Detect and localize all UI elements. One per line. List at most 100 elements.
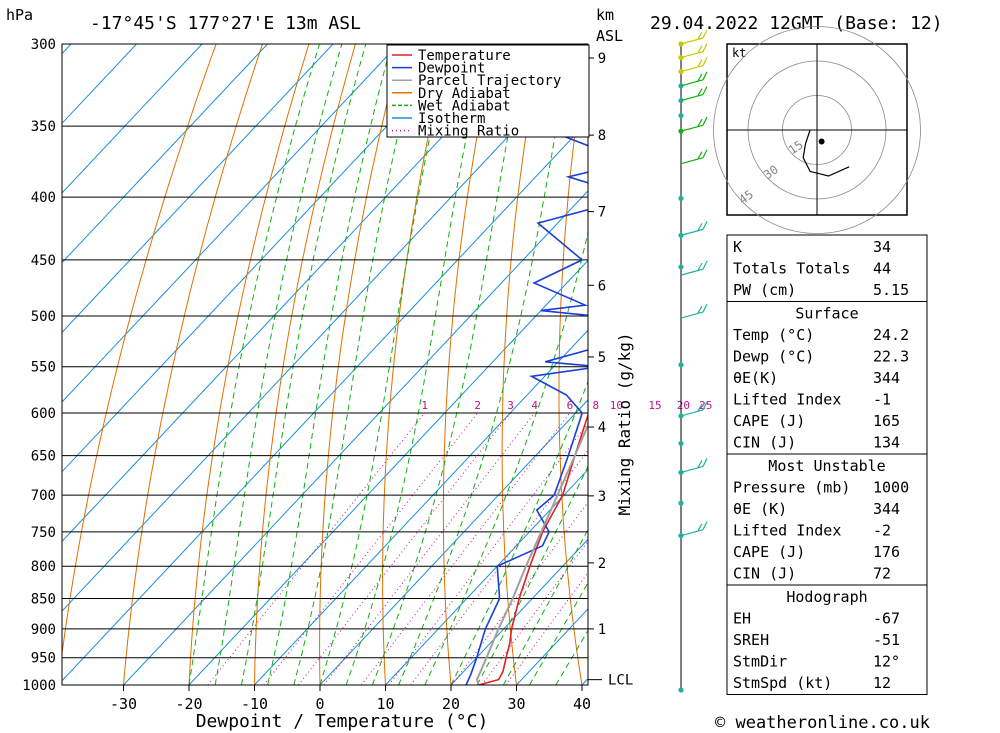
indices-table-row-value: 5.15 <box>873 281 909 299</box>
wind-level-dot <box>678 54 684 61</box>
hodograph-table-row-label: StmDir <box>733 653 787 671</box>
hodograph-unit: kt <box>732 46 746 60</box>
pressure-tick-label: 500 <box>31 309 56 325</box>
hodograph-table-row-label: StmSpd (kt) <box>733 674 832 692</box>
pressure-tick-label: 1000 <box>22 678 56 694</box>
wet-adiabat-line <box>476 465 588 685</box>
height-unit-label: km <box>596 6 614 24</box>
wind-barb <box>680 401 708 417</box>
isotherm-line <box>123 190 588 685</box>
isotherm-line <box>62 44 465 473</box>
profile-series <box>465 84 588 685</box>
surface-table-title: Surface <box>795 305 858 323</box>
x-tick-label: -10 <box>241 695 268 713</box>
mixing-ratio-line <box>263 412 479 685</box>
wind-barb <box>680 86 708 102</box>
hodograph-table-row-label: SREH <box>733 631 769 649</box>
height-unit-asl-label: ASL <box>596 27 623 45</box>
mixing-ratio-label: 8 <box>592 399 599 412</box>
mixing-ratio-label: 6 <box>567 399 574 412</box>
most-unstable-table-row-label: CIN (J) <box>733 565 796 583</box>
wind-level-dot <box>678 195 684 201</box>
x-tick-label: -20 <box>175 695 202 713</box>
height-tick-label: 5 <box>598 350 606 366</box>
surface-table-row-value: 165 <box>873 412 900 430</box>
wind-barb <box>680 116 708 132</box>
mixing-ratio-label: 1 <box>421 399 428 412</box>
dry-adiabat-line <box>188 44 310 685</box>
dry-adiabat-line <box>319 44 403 685</box>
dry-adiabat-line <box>959 44 1000 685</box>
wind-barb <box>680 221 708 236</box>
pressure-tick-label: 350 <box>31 119 56 135</box>
x-tick-label: 0 <box>315 695 324 713</box>
surface-table-row-label: CAPE (J) <box>733 412 805 430</box>
height-tick-label: 8 <box>598 128 606 144</box>
x-axis-label: Dewpoint / Temperature (°C) <box>196 711 489 732</box>
x-tick-label: 20 <box>442 695 460 713</box>
dry-adiabat-line <box>382 44 449 685</box>
isotherm-line <box>319 399 588 685</box>
isotherm-line <box>62 50 588 612</box>
wind-level-dot <box>678 687 684 693</box>
most-unstable-table-row-label: Lifted Index <box>733 522 841 540</box>
indices-table-row-label: PW (cm) <box>733 281 796 299</box>
hodograph-storm-marker <box>818 138 825 145</box>
series-line-dewpoint <box>465 84 588 685</box>
series-line-parcel-trajectory <box>475 422 588 685</box>
x-tick-label: 40 <box>573 695 591 713</box>
pressure-tick-label: 950 <box>31 651 56 667</box>
x-tick-label: 10 <box>376 695 394 713</box>
isotherm-line <box>385 468 588 685</box>
legend-entry: Isotherm <box>418 111 485 127</box>
height-tick-label: 3 <box>598 489 606 505</box>
hodograph-table-box <box>726 584 928 695</box>
axes: 3003504004505005506006507007508008509009… <box>22 37 633 713</box>
isotherm-line <box>62 44 203 194</box>
dry-adiabat-line <box>667 44 713 685</box>
copyright-text: © weatheronline.co.uk <box>715 713 930 733</box>
surface-table-row-label: Lifted Index <box>733 391 841 409</box>
mixing-ratio-label: 15 <box>648 399 661 412</box>
wet-adiabat-line <box>293 44 420 685</box>
surface-table-row-label: θE(K) <box>733 369 778 387</box>
hodograph-table-row-value: 12 <box>873 674 891 692</box>
wind-barb <box>680 458 708 474</box>
pressure-tick-label: 450 <box>31 253 56 269</box>
pressure-tick-label: 550 <box>31 360 56 376</box>
height-tick-label: 2 <box>598 556 606 572</box>
dry-adiabat-line <box>442 44 496 685</box>
hodograph-table-row-value: -67 <box>873 610 900 628</box>
isotherm-line <box>62 44 530 543</box>
mixing-ratio-label: 20 <box>677 399 690 412</box>
wind-barb <box>680 43 708 59</box>
wind-level-dot <box>678 113 684 119</box>
pressure-tick-label: 750 <box>31 525 56 541</box>
isotherm-line <box>62 44 268 264</box>
location-title: -17°45'S 177°27'E 13m ASL <box>90 13 361 34</box>
series-line-temperature <box>478 412 588 685</box>
wind-level-dot <box>678 500 684 506</box>
isotherm-line <box>254 329 588 685</box>
pressure-tick-label: 700 <box>31 488 56 504</box>
height-tick-label: 6 <box>598 278 606 294</box>
mixing-ratio-label: 10 <box>610 399 623 412</box>
pressure-tick-label: 600 <box>31 406 56 422</box>
isotherm-line <box>62 120 588 682</box>
mixing-ratio-label: 3 <box>507 399 514 412</box>
wind-barb <box>680 521 708 537</box>
dry-adiabat-line <box>62 44 217 658</box>
hodograph-table-title: Hodograph <box>786 588 867 606</box>
isotherm-line <box>450 538 588 685</box>
hodograph-table-row-value: 12° <box>873 653 900 671</box>
legend-entry: Parcel Trajectory <box>418 73 561 89</box>
isotherm-line <box>62 44 137 125</box>
most-unstable-table-title: Most Unstable <box>768 457 885 475</box>
wet-adiabat-line <box>319 44 451 685</box>
wet-adiabat-line <box>502 528 588 685</box>
mixing-ratio-axis-label: Mixing Ratio (g/kg) <box>615 332 634 515</box>
mixing-ratio-line <box>360 412 571 685</box>
surface-table-row-label: CIN (J) <box>733 434 796 452</box>
isotherm-line <box>188 259 588 685</box>
